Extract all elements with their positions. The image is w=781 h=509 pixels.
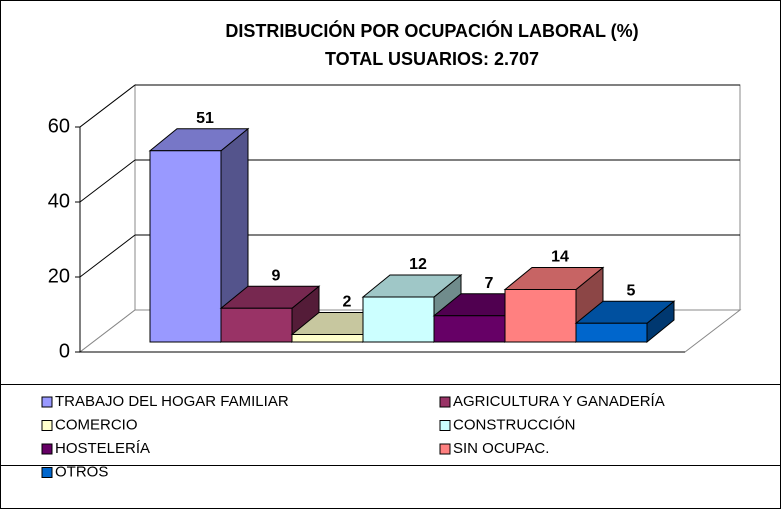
legend-label: OTROS: [55, 463, 108, 480]
legend-label: TRABAJO DEL HOGAR FAMILIAR: [55, 393, 289, 410]
data-label: 7: [485, 275, 494, 292]
legend-swatch: [41, 396, 53, 408]
legend-swatch: [41, 467, 53, 478]
grid-line: [79, 159, 136, 203]
data-label: 9: [272, 267, 281, 284]
bar: [149, 150, 222, 343]
y-tick-label: 60: [48, 115, 70, 137]
legend-swatch: [439, 396, 451, 408]
bar: [220, 307, 293, 343]
bar: [575, 322, 648, 343]
y-tick-label: 0: [59, 340, 70, 362]
legend-label: AGRICULTURA Y GANADERÍA: [453, 393, 665, 410]
grid-line: [79, 234, 136, 278]
side-wall: [79, 83, 136, 354]
bar: [504, 289, 577, 343]
bar: [433, 315, 506, 343]
y-tick-label: 40: [48, 190, 70, 212]
data-label: 12: [409, 256, 427, 273]
legend-label: HOSTELERÍA: [55, 440, 150, 457]
bar: [291, 334, 364, 343]
legend-label: CONSTRUCCIÓN: [453, 416, 576, 433]
legend-label: SIN OCUPAC.: [453, 440, 549, 457]
chart-title: DISTRIBUCIÓN POR OCUPACIÓN LABORAL (%): [225, 20, 638, 41]
legend-label: COMERCIO: [55, 416, 138, 433]
legend-swatch: [41, 443, 53, 455]
data-label: 5: [627, 282, 636, 299]
y-tick-label: 20: [48, 265, 70, 287]
chart-subtitle: TOTAL USUARIOS: 2.707: [325, 49, 539, 69]
bar: [362, 296, 435, 343]
data-label: 2: [343, 294, 352, 311]
legend-swatch: [41, 420, 53, 431]
legend-swatch: [439, 420, 451, 431]
legend-swatch: [439, 443, 451, 455]
data-label: 14: [551, 249, 569, 266]
data-label: 51: [196, 110, 214, 127]
grid-line: [79, 84, 136, 128]
